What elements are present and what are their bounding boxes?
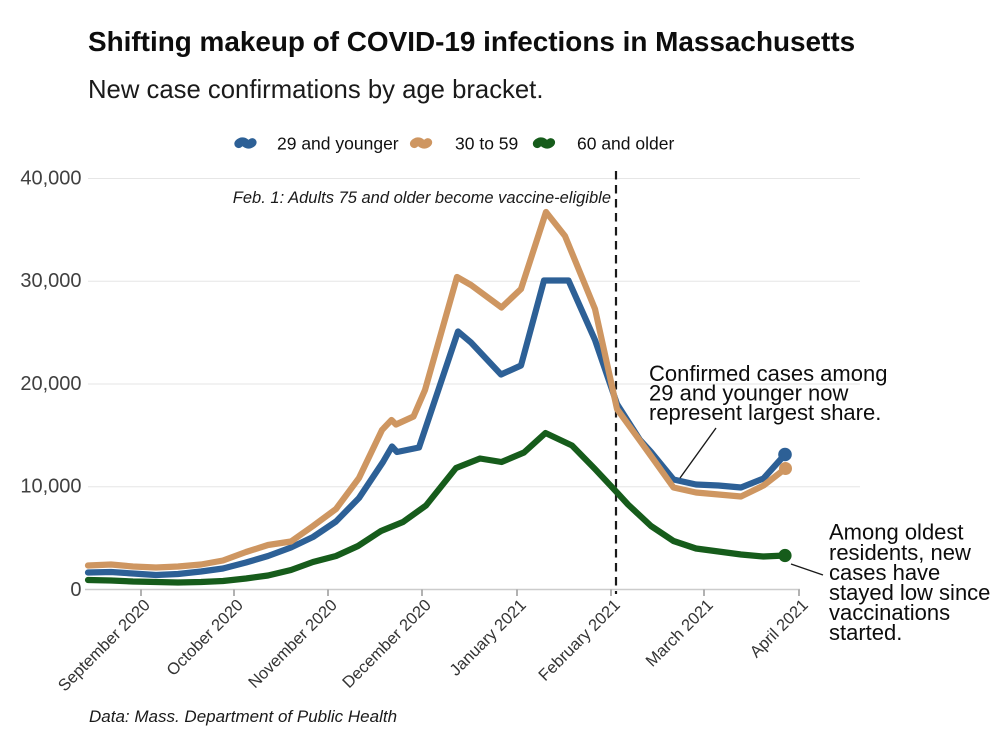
svg-text:30 to 59: 30 to 59 xyxy=(455,134,518,154)
svg-text:20,000: 20,000 xyxy=(20,373,81,395)
svg-text:residents, new: residents, new xyxy=(829,540,971,565)
svg-text:cases have: cases have xyxy=(829,560,940,585)
svg-text:60 and older: 60 and older xyxy=(577,134,674,154)
svg-text:30,000: 30,000 xyxy=(20,270,81,292)
svg-text:Shifting makeup of COVID-19 in: Shifting makeup of COVID-19 infections i… xyxy=(88,26,855,57)
svg-text:Feb. 1: Adults 75 and older be: Feb. 1: Adults 75 and older become vacci… xyxy=(233,189,611,207)
svg-text:10,000: 10,000 xyxy=(20,476,81,498)
svg-text:Confirmed cases among: Confirmed cases among xyxy=(649,361,887,386)
svg-text:Data: Mass. Department of Publ: Data: Mass. Department of Public Health xyxy=(89,707,397,726)
svg-text:started.: started. xyxy=(829,620,902,645)
svg-text:Among oldest: Among oldest xyxy=(829,520,964,545)
svg-text:represent largest share.: represent largest share. xyxy=(649,400,881,425)
svg-text:New case confirmations by age: New case confirmations by age bracket. xyxy=(88,76,543,104)
svg-text:29 and younger: 29 and younger xyxy=(277,134,399,154)
svg-text:29 and younger now: 29 and younger now xyxy=(649,381,848,406)
svg-text:stayed low since: stayed low since xyxy=(829,580,990,605)
svg-text:vaccinations: vaccinations xyxy=(829,600,950,625)
svg-text:40,000: 40,000 xyxy=(20,167,81,189)
svg-text:0: 0 xyxy=(70,579,81,601)
